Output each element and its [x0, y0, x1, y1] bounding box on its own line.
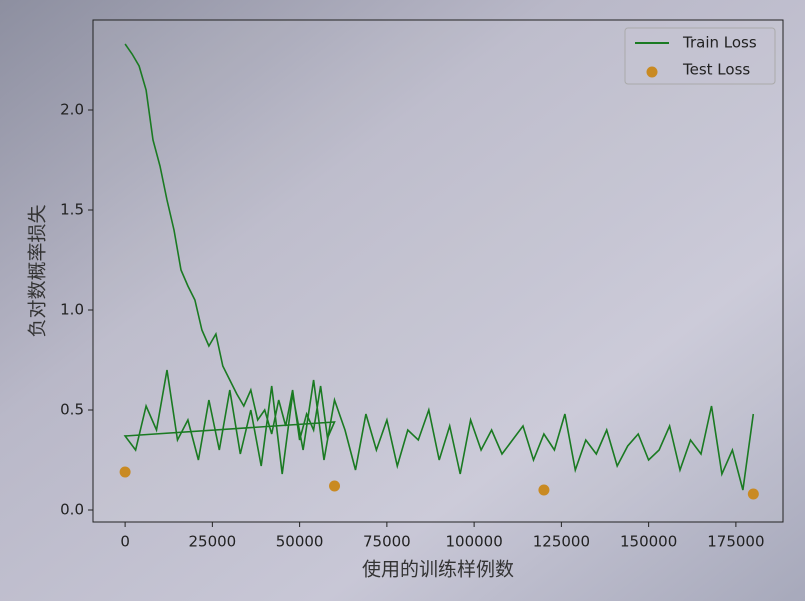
y-tick-label: 0.5 — [60, 401, 84, 419]
x-tick-label: 175000 — [707, 533, 764, 551]
x-tick-label: 150000 — [620, 533, 677, 551]
plot-frame — [92, 19, 784, 523]
y-tick-label: 1.5 — [60, 201, 84, 219]
test-point — [747, 488, 759, 500]
test-point — [538, 484, 550, 496]
y-tick-label: 0.0 — [60, 501, 84, 519]
train-line — [123, 43, 755, 491]
x-axis-label: 使用的训练样例数 — [362, 559, 514, 581]
y-axis-label: 负对数概率损失 — [27, 204, 49, 337]
x-tick-label: 50000 — [276, 533, 324, 551]
x-tick-label: 0 — [120, 533, 130, 551]
y-tick-label: 1.0 — [60, 301, 84, 319]
test-point — [329, 480, 341, 492]
legend-label: Train Loss — [682, 34, 757, 52]
x-tick-label: 25000 — [189, 533, 237, 551]
x-tick-label: 100000 — [445, 533, 502, 551]
x-tick-label: 125000 — [533, 533, 590, 551]
legend-swatch — [646, 66, 658, 78]
y-tick-label: 2.0 — [60, 101, 84, 119]
x-tick-label: 75000 — [363, 533, 411, 551]
test-point — [119, 466, 131, 478]
legend-label: Test Loss — [682, 61, 750, 79]
